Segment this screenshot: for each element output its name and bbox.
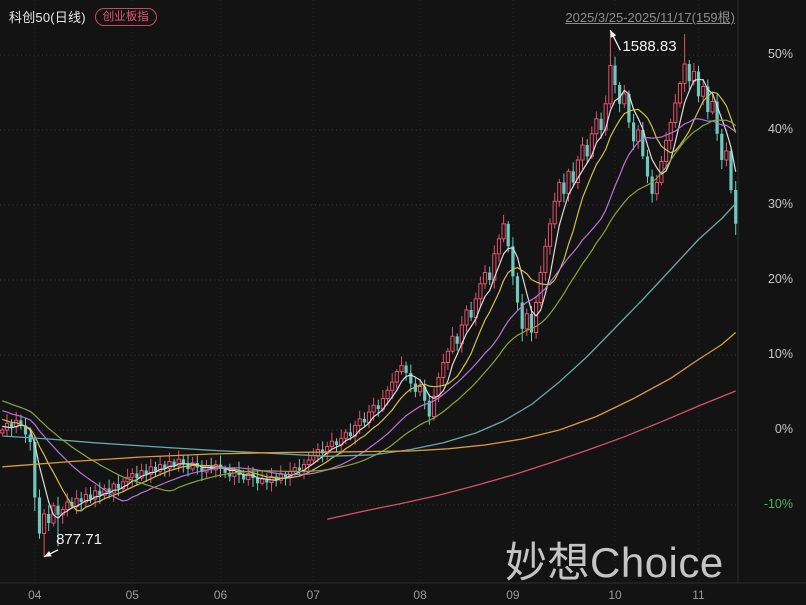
x-axis-tick-month-05: 05 — [125, 588, 139, 602]
x-axis-tick-month-08: 08 — [413, 588, 427, 602]
y-axis-tick-0%: 0% — [774, 422, 793, 436]
x-axis-tick-month-06: 06 — [213, 588, 228, 602]
y-axis-tick-30%: 30% — [767, 197, 793, 211]
watermark: 妙想Choice — [505, 539, 724, 586]
x-axis-tick-month-11: 11 — [692, 588, 705, 602]
y-axis-tick-50%: 50% — [767, 47, 793, 61]
x-axis-tick-month-09: 09 — [506, 588, 520, 602]
chart-header: 科创50(日线) 创业板指 — [9, 7, 157, 26]
y-axis-tick-40%: 40% — [767, 122, 793, 136]
annotation-low-price: 877.71 — [56, 530, 102, 548]
x-axis-tick-month-10: 10 — [608, 588, 622, 602]
date-range-link[interactable]: 2025/3/25-2025/11/17(159根) — [565, 10, 735, 25]
annotation-high-price: 1588.83 — [622, 38, 677, 56]
page-title: 科创50(日线) — [9, 10, 86, 25]
index-tag-chuangyebanzhi[interactable]: 创业板指 — [94, 7, 157, 26]
x-axis-tick-month-07: 07 — [306, 588, 320, 602]
y-axis-tick--10%: -10% — [763, 497, 793, 511]
x-axis-tick-month-04: 04 — [28, 588, 42, 602]
y-axis-tick-20%: 20% — [767, 272, 793, 286]
y-axis-tick-10%: 10% — [767, 347, 793, 361]
